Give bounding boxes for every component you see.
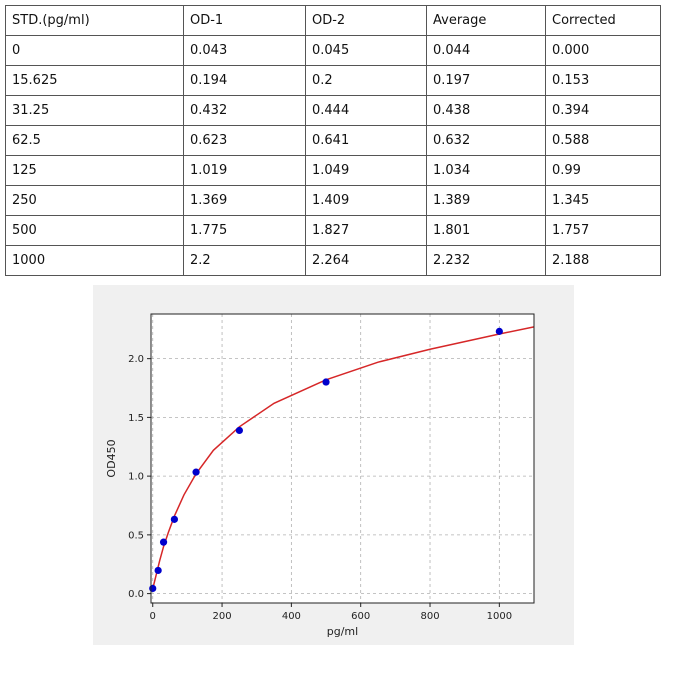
table-cell: 500 <box>5 215 184 246</box>
standard-curve-chart: 0 200 400 600 800 1000 0.0 0.5 1.0 1.5 2.0 pg/ml O… <box>93 285 574 645</box>
table-cell: 0.588 <box>545 125 661 156</box>
table-cell: 125 <box>5 155 184 186</box>
grid-lines <box>151 314 534 603</box>
y-axis-title: OD450 <box>105 439 118 477</box>
data-point <box>170 515 178 523</box>
x-tick-label: 0 <box>150 611 156 622</box>
table-cell: 0.2 <box>305 65 427 96</box>
table-row: 250 1.369 1.409 1.389 1.345 <box>5 185 661 216</box>
table-cell: 1.034 <box>426 155 546 186</box>
y-tick-label: 0.0 <box>128 589 144 600</box>
table-row: 1000 2.2 2.264 2.232 2.188 <box>5 245 661 276</box>
y-tick-label: 2.0 <box>128 354 144 365</box>
x-tick-label: 800 <box>420 611 439 622</box>
table-cell: 0.000 <box>545 35 661 66</box>
table-row: 0 0.043 0.045 0.044 0.000 <box>5 35 661 66</box>
table-cell: 0.044 <box>426 35 546 66</box>
table-cell: 2.264 <box>305 245 427 276</box>
table-header-cell: Corrected <box>545 5 661 36</box>
table-cell: 1.345 <box>545 185 661 216</box>
data-point <box>495 327 503 335</box>
x-tick-label: 200 <box>213 611 232 622</box>
data-point <box>192 468 200 476</box>
table-row: 31.25 0.432 0.444 0.438 0.394 <box>5 95 661 126</box>
y-tick-label: 1.5 <box>128 413 144 424</box>
data-point <box>235 426 243 435</box>
table-cell: 0.045 <box>305 35 427 66</box>
table-cell: 2.232 <box>426 245 546 276</box>
table-header-row: STD.(pg/ml) OD-1 OD-2 Average Corrected <box>5 5 661 36</box>
table-cell: 15.625 <box>5 65 184 96</box>
table-cell: 0.194 <box>183 65 306 96</box>
chart-svg: 0 200 400 600 800 1000 0.0 0.5 1.0 1.5 2.0 pg/ml O… <box>105 313 535 638</box>
data-points-layer <box>149 327 503 593</box>
table-cell: 250 <box>5 185 184 216</box>
table-header-cell: Average <box>426 5 546 36</box>
table-cell: 1.369 <box>183 185 306 216</box>
table-cell: 0.632 <box>426 125 546 156</box>
table-cell: 0.153 <box>545 65 661 96</box>
table-cell: 1000 <box>5 245 184 276</box>
data-point <box>149 584 157 593</box>
table-row: 15.625 0.194 0.2 0.197 0.153 <box>5 65 661 96</box>
data-point <box>154 566 162 575</box>
table-header-cell: OD-1 <box>183 5 306 36</box>
table-cell: 0 <box>5 35 184 66</box>
table-cell: 1.827 <box>305 215 427 246</box>
data-point <box>322 378 330 386</box>
y-tick-label: 0.5 <box>128 530 144 541</box>
table-cell: 2.188 <box>545 245 661 276</box>
table-cell: 0.432 <box>183 95 306 126</box>
y-tick-label: 1.0 <box>128 472 144 483</box>
plot-frame <box>150 313 535 604</box>
table-cell: 0.623 <box>183 125 306 156</box>
data-point <box>159 538 168 546</box>
table-cell: 1.049 <box>305 155 427 186</box>
table-row: 125 1.019 1.049 1.034 0.99 <box>5 155 661 186</box>
table-cell: 1.389 <box>426 185 546 216</box>
table-cell: 1.019 <box>183 155 306 186</box>
table-row: 62.5 0.623 0.641 0.632 0.588 <box>5 125 661 156</box>
table-cell: 62.5 <box>5 125 184 156</box>
x-tick-label: 1000 <box>487 611 512 622</box>
x-tick-label: 600 <box>351 611 370 622</box>
table-row: 500 1.775 1.827 1.801 1.757 <box>5 215 661 246</box>
table-cell: 1.757 <box>545 215 661 246</box>
table-header-cell: STD.(pg/ml) <box>5 5 184 36</box>
table-cell: 0.197 <box>426 65 546 96</box>
table-header-cell: OD-2 <box>305 5 427 36</box>
table-cell: 2.2 <box>183 245 306 276</box>
x-tick-label: 400 <box>282 611 301 622</box>
axis-ticks: 0 200 400 600 800 1000 0.0 0.5 1.0 1.5 2.0 <box>128 354 512 622</box>
table-cell: 0.438 <box>426 95 546 126</box>
table-cell: 0.394 <box>545 95 661 126</box>
table-cell: 1.775 <box>183 215 306 246</box>
table-cell: 0.444 <box>305 95 427 126</box>
table-cell: 1.409 <box>305 185 427 216</box>
table-cell: 0.641 <box>305 125 427 156</box>
plot-area <box>151 314 534 603</box>
table-cell: 31.25 <box>5 95 184 126</box>
x-axis-title: pg/ml <box>327 625 358 638</box>
standard-table: STD.(pg/ml) OD-1 OD-2 Average Corrected 0 0.04… <box>5 5 661 276</box>
table-cell: 1.801 <box>426 215 546 246</box>
table-cell: 0.99 <box>545 155 661 186</box>
table-cell: 0.043 <box>183 35 306 66</box>
